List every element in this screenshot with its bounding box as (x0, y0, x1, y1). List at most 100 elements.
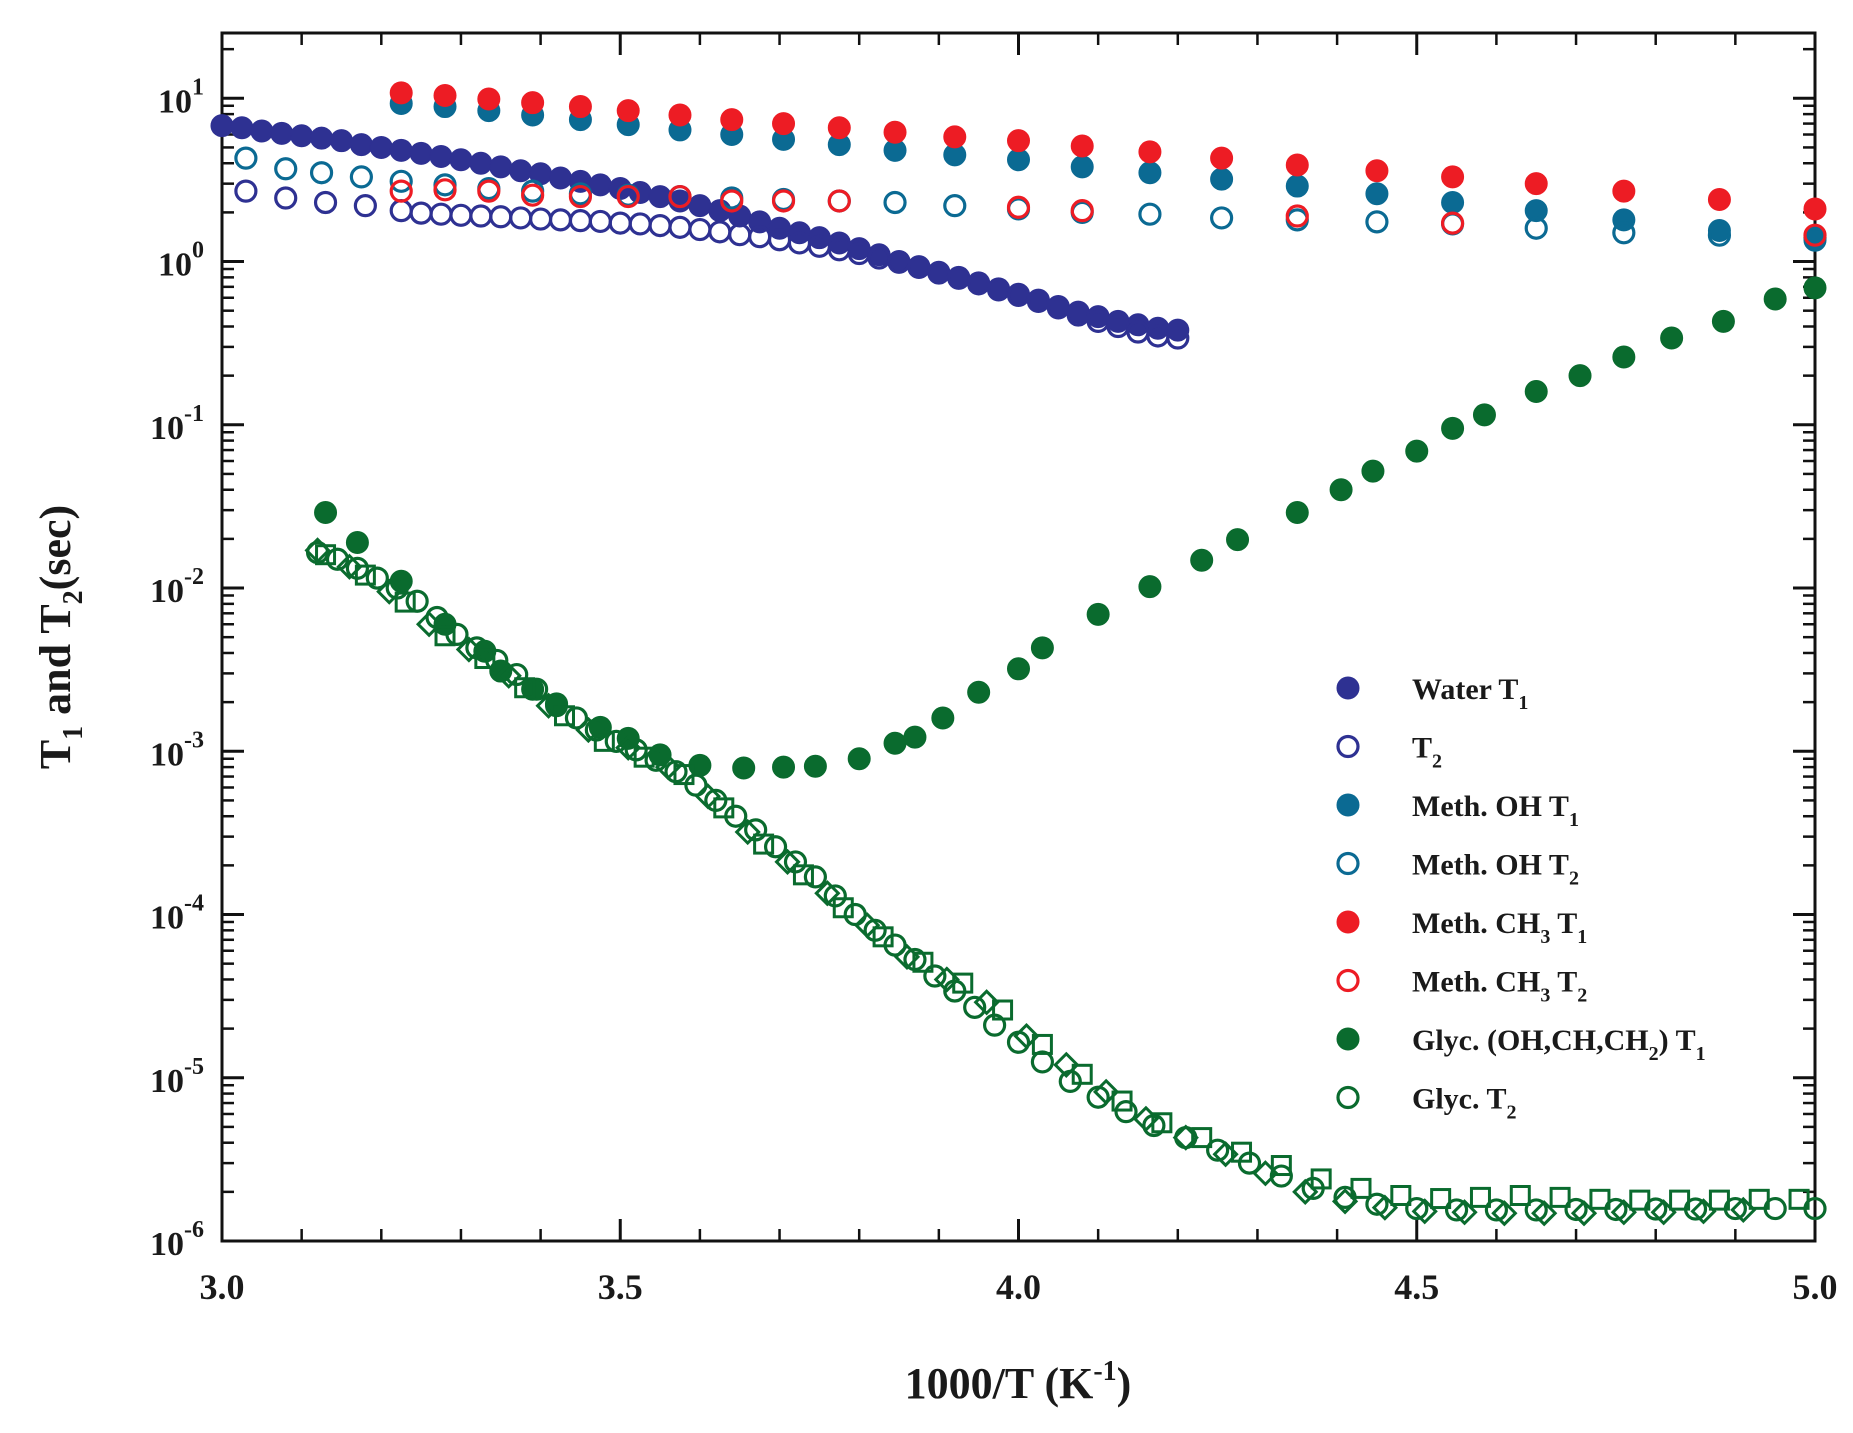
meth-oh-t1-point (1138, 161, 1162, 185)
legend-label-water-t1: Water T1 (1412, 673, 1528, 714)
glyc-t2-diamonds-point (304, 537, 331, 564)
water-t2-point (353, 194, 377, 218)
glyc-t1-point (1803, 276, 1827, 300)
glyc-t1-point (389, 569, 413, 593)
glyc-t2-diamonds-point (1053, 1051, 1080, 1078)
water-t2-point (688, 217, 712, 242)
meth-ch3-t2-point (616, 184, 640, 209)
water-t1-point (409, 141, 433, 165)
glyc-t1-point (772, 755, 796, 779)
legend-label-glyc-t1: Glyc. (OH,CH,CH2) T1 (1412, 1024, 1706, 1065)
meth-oh-t2-point (1524, 216, 1548, 240)
meth-oh-t2-point (389, 169, 413, 193)
legend: Water T1 T2 Meth. OH T1 Meth. OH T2 Meth. CH… (1336, 673, 1706, 1124)
glyc-t2-point (604, 729, 628, 753)
legend-marker-meth-ch3-t2 (1336, 968, 1360, 993)
glyc-t2-diamonds-point (1570, 1200, 1598, 1227)
meth-ch3-t2-point (433, 178, 457, 202)
series-glyc-t2-squares (315, 544, 1810, 1211)
legend-entry-meth-oh-t1: Meth. OH T1 (1336, 790, 1579, 831)
plot-frame (220, 31, 1817, 1243)
glyc-t1-point (1711, 309, 1735, 333)
glyc-t2-diamonds-point (1371, 1194, 1399, 1221)
water-t1-point (449, 148, 473, 172)
water-t2-point (728, 223, 752, 247)
meth-oh-t2-point (309, 161, 334, 185)
glyc-t2-diamonds-point (973, 989, 1000, 1016)
series-meth-ch3-t1 (389, 81, 1827, 221)
glyc-t1-point (1285, 501, 1309, 525)
series-meth-ch3-t2 (389, 178, 1827, 247)
glyc-t2-point (803, 865, 827, 889)
glyc-t2-squares-point (1788, 1188, 1810, 1210)
data-marks (210, 81, 1827, 1227)
legend-entry-water-t2: T2 (1336, 732, 1442, 773)
legend-marker-water-t1 (1336, 676, 1360, 700)
y-tick-label: 10-6 (150, 1217, 204, 1263)
meth-oh-t2-point (349, 165, 373, 189)
glyc-t1-point (1138, 575, 1162, 599)
water-t2-point (608, 211, 632, 235)
meth-ch3-t2-point (1006, 195, 1031, 219)
meth-oh-t1-point (1365, 182, 1389, 206)
water-t1-point (429, 145, 453, 169)
legend-label-meth-oh-t1: Meth. OH T1 (1412, 790, 1579, 831)
glyc-t2-squares-point (1629, 1189, 1651, 1211)
meth-ch3-t1-point (568, 95, 592, 119)
glyc-t2-point (1524, 1198, 1548, 1222)
glyc-t1-point (967, 680, 991, 704)
axis-ticks (220, 33, 1817, 1243)
glyc-t2-point (564, 706, 589, 730)
meth-oh-t2-point (1612, 221, 1636, 245)
meth-ch3-t1-point (1007, 129, 1030, 153)
glyc-t2-squares-point (1509, 1184, 1531, 1206)
water-t1-point (210, 114, 234, 138)
water-t1-point (469, 151, 493, 175)
glyc-t2-point (405, 589, 429, 613)
water-t1-point (310, 126, 334, 150)
glyc-t2-diamonds-point (1411, 1198, 1438, 1225)
x-tick-label: 4.0 (996, 1267, 1041, 1307)
glyc-t1-point (903, 725, 927, 749)
glyc-t2-point (1114, 1100, 1138, 1124)
glyc-t2-point (1365, 1192, 1389, 1216)
water-t2-point (648, 214, 672, 238)
meth-ch3-t1-point (477, 87, 501, 111)
glyc-t2-squares-point (1270, 1155, 1292, 1177)
series-water-t2 (234, 179, 1190, 350)
glyc-t2-diamonds-point (1610, 1199, 1637, 1226)
meth-ch3-t1-point (1285, 153, 1309, 177)
glyc-t2-point (763, 835, 788, 859)
legend-marker-glyc-t2 (1336, 1085, 1360, 1110)
glyc-t2-point (1484, 1198, 1509, 1222)
glyc-t1-point (931, 706, 955, 730)
glyc-t2-point (923, 964, 947, 988)
glyc-t2-diamonds-point (694, 783, 721, 810)
water-t1-point (489, 155, 513, 179)
glyc-t1-point (1361, 459, 1385, 483)
glyc-t2-squares-point (1310, 1168, 1332, 1190)
water-t2-point (449, 203, 473, 227)
glyc-t2-diamonds-point (774, 848, 801, 876)
glyc-t1-point (1660, 326, 1684, 350)
glyc-t2-diamonds-point (1451, 1199, 1478, 1226)
water-t1-point (588, 173, 612, 197)
y-tick-label: 10-5 (150, 1054, 204, 1100)
glyc-t2-diamonds-point (415, 611, 443, 638)
water-t1-point (369, 135, 393, 159)
glyc-t2-point (1030, 1050, 1054, 1074)
legend-entry-meth-oh-t2: Meth. OH T2 (1336, 849, 1579, 890)
legend-label-meth-ch3-t2: Meth. CH3 T2 (1412, 966, 1587, 1007)
glyc-t2-diamonds-point (1730, 1196, 1757, 1224)
glyc-t2-squares-point (1390, 1184, 1412, 1206)
water-t2-point (234, 179, 258, 203)
glyc-t2-diamonds-point (814, 880, 841, 907)
water-t2-point (509, 206, 533, 230)
meth-oh-t2-point (1707, 223, 1732, 247)
water-t2-point (628, 212, 652, 236)
glyc-t2-diamonds-point (1172, 1124, 1199, 1151)
glyc-t2-point (963, 995, 987, 1019)
meth-oh-t1-point (1441, 190, 1465, 214)
y-tick-label: 10-1 (150, 401, 204, 447)
glyc-t2-point (525, 677, 549, 701)
